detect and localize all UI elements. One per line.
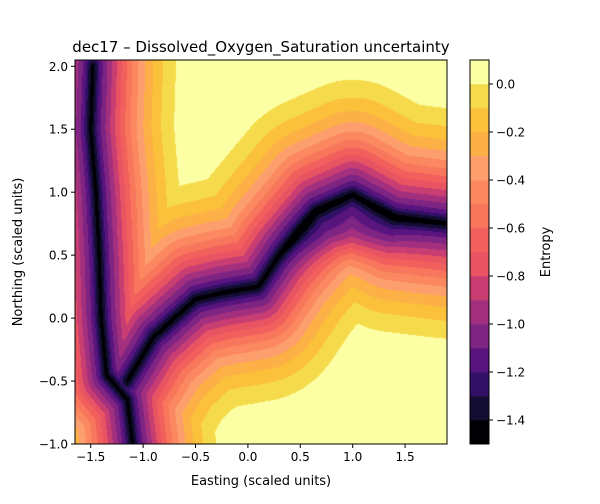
colorbar-swatch [470,420,489,445]
colorbar-tick-label: −0.8 [496,270,525,284]
x-tick-label: −1.5 [76,450,105,464]
chart-title: dec17 – Dissolved_Oxygen_Saturation unce… [72,38,450,57]
colorbar-swatch [470,252,489,277]
y-tick-label: −1.0 [39,438,68,452]
y-tick-label: −0.5 [39,375,68,389]
colorbar-swatch [470,156,489,181]
colorbar-swatch [470,300,489,325]
plot-area [74,59,448,445]
x-axis: −1.5 −1.0 −0.5 0.0 0.5 1.0 1.5 [76,444,415,464]
colorbar-tick-label: −1.0 [496,318,525,332]
colorbar-swatch [470,324,489,349]
colorbar-frame [469,59,490,445]
colorbar-label: Entropy [539,226,554,277]
colorbar-swatch [470,132,489,157]
colorbar-swatch [470,84,489,109]
colorbar-swatch [470,372,489,397]
y-axis-label: Northing (scaled units) [11,178,26,327]
x-tick-label: 0.5 [291,450,310,464]
y-tick-label: 0.5 [49,249,68,263]
x-tick-label: 1.5 [396,450,415,464]
colorbar-tick-label: −1.2 [496,366,525,380]
colorbar-tick-label: −0.2 [496,126,525,140]
colorbar-swatch [470,60,489,85]
x-tick-label: −0.5 [181,450,210,464]
y-tick-label: 0.0 [49,312,68,326]
colorbar-swatch [470,276,489,301]
x-tick-label: 1.0 [343,450,362,464]
colorbar-swatch [470,108,489,133]
colorbar-swatch [470,204,489,229]
contour-field [75,60,447,444]
x-tick-label: −1.0 [129,450,158,464]
colorbar-swatch [470,396,489,421]
colorbar-swatch [470,228,489,253]
colorbar-tick-label: 0.0 [496,78,515,92]
colorbar-tick-label: −0.6 [496,222,525,236]
y-tick-label: 1.5 [49,123,68,137]
colorbar-swatch [470,348,489,373]
colorbar-tick-label: −0.4 [496,174,525,188]
y-tick-label: 1.0 [49,186,68,200]
y-axis: −1.0 −0.5 0.0 0.5 1.0 1.5 2.0 [39,60,75,452]
x-tick-label: 0.0 [238,450,257,464]
y-tick-label: 2.0 [49,60,68,74]
plot-frame [74,59,448,445]
colorbar-tick-label: −1.4 [496,414,525,428]
colorbar: −1.4 −1.2 −1.0 −0.8 −0.6 −0.4 −0.2 0.0 [469,59,525,445]
x-axis-label: Easting (scaled units) [191,474,331,489]
colorbar-swatch [470,180,489,205]
